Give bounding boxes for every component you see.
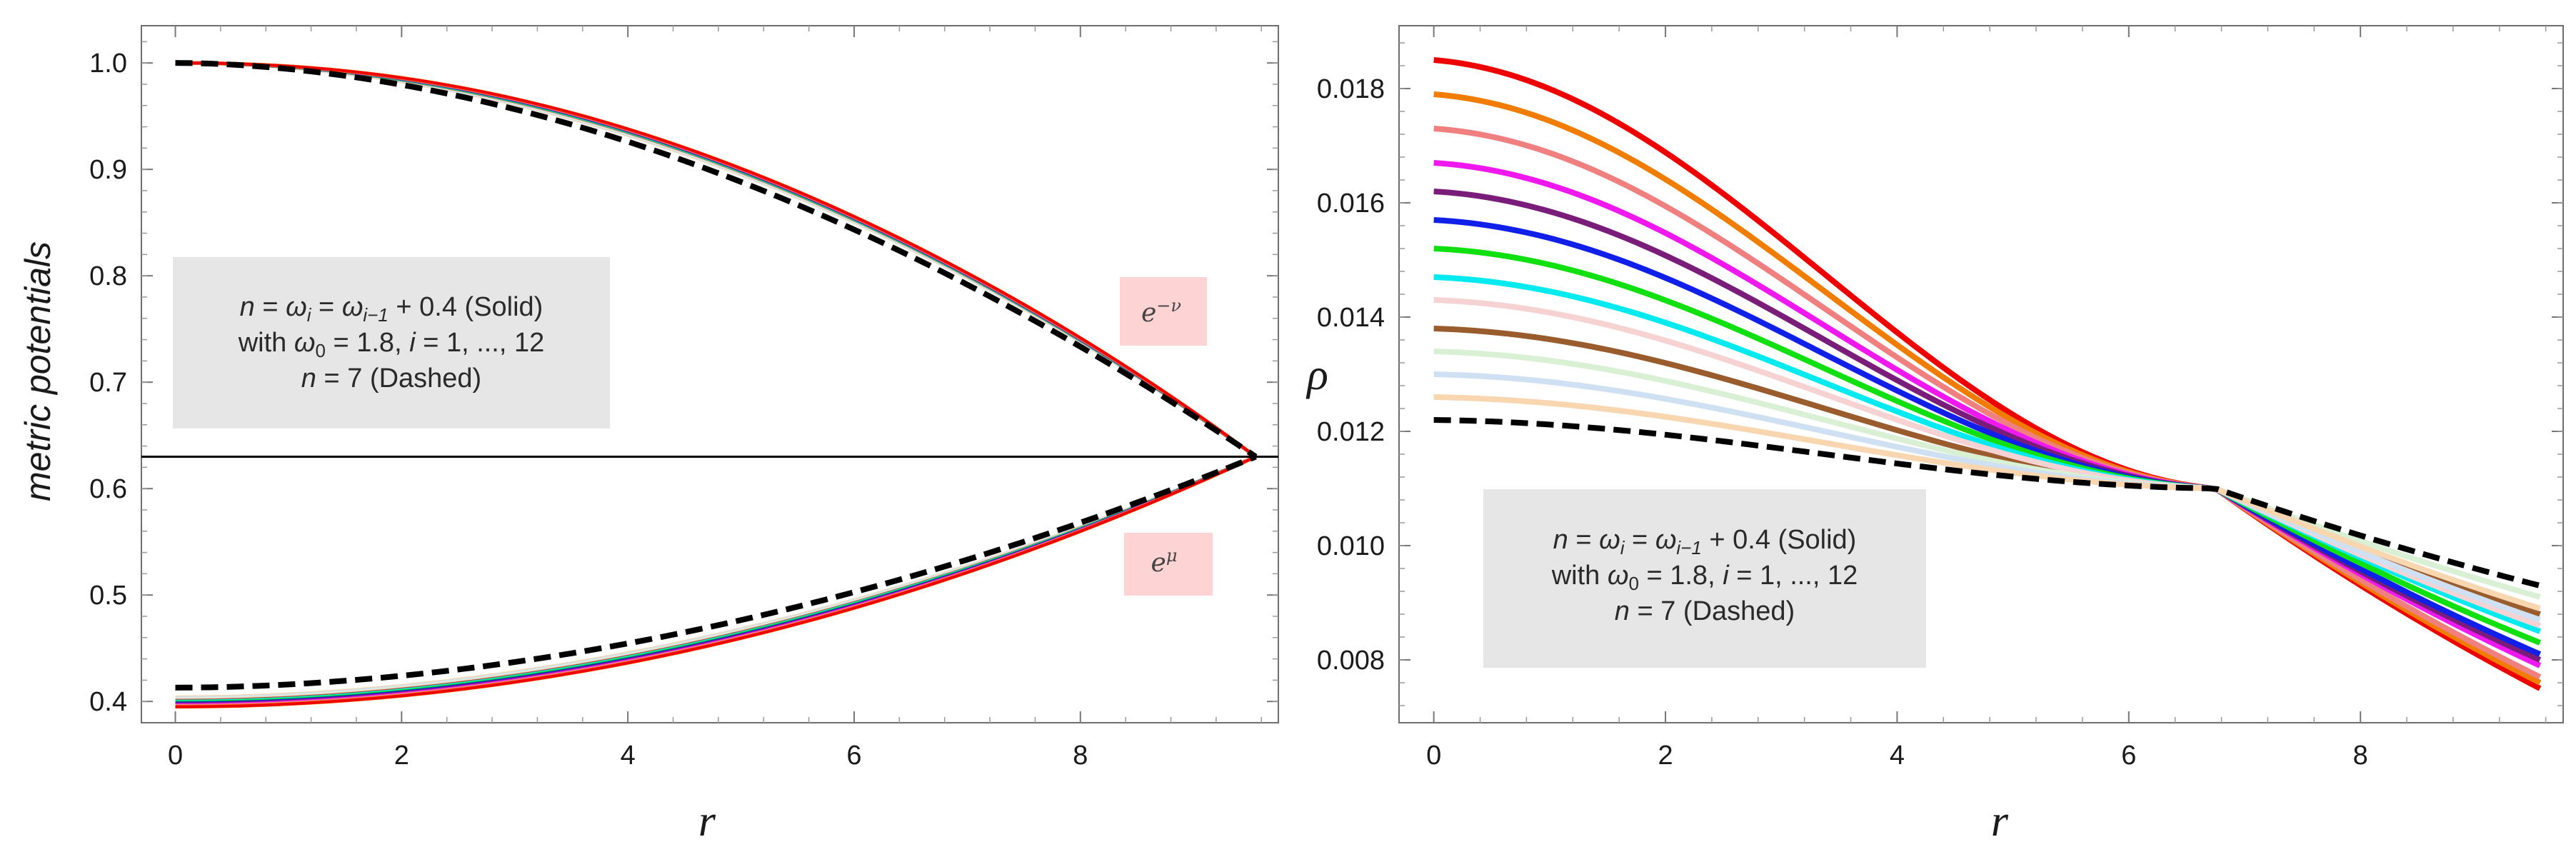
left-chart-panel: 0 2 4 6 8 0.4 0.5 0.6 0.7 0.8 0.9 1.0 n = ωi = ωi−1… bbox=[18, 25, 1279, 846]
rho-solid-curve bbox=[1433, 349, 2541, 600]
left-y-tick-label: 0.9 bbox=[89, 155, 127, 185]
left-x-tick-label: 2 bbox=[394, 741, 409, 771]
e-minus-nu-tag-box bbox=[1120, 277, 1207, 346]
right-y-tick-label: 0.016 bbox=[1317, 189, 1385, 219]
left-y-tick-label: 0.4 bbox=[89, 687, 127, 717]
left-legend-line3: n = 7 (Dashed) bbox=[301, 364, 481, 394]
right-x-tick-label: 6 bbox=[2121, 741, 2136, 771]
left-y-tick-label: 0.6 bbox=[89, 474, 127, 504]
left-y-tick-label: 0.8 bbox=[89, 261, 127, 291]
right-legend-box bbox=[1483, 489, 1926, 668]
right-legend-line3: n = 7 (Dashed) bbox=[1615, 596, 1795, 626]
right-x-axis-title: r bbox=[1991, 797, 2009, 846]
left-y-axis-title: metric potentials bbox=[18, 241, 58, 501]
right-legend-line2: with ω0 = 1.8, i = 1, ..., 12 bbox=[1551, 561, 1858, 594]
e-minus-nu-tag: e−ν bbox=[1141, 296, 1181, 328]
left-legend-box bbox=[173, 257, 610, 428]
left-x-tick-label: 0 bbox=[168, 741, 183, 771]
e-minus-nu-red-curve bbox=[175, 61, 1257, 458]
right-chart-panel: 0 2 4 6 8 0.008 0.010 0.012 0.014 0.016 0.018 n = … bbox=[1305, 25, 2564, 846]
right-x-tick-label: 8 bbox=[2353, 741, 2368, 771]
right-ticks: 0 2 4 6 8 0.008 0.010 0.012 0.014 0.016 0.018 bbox=[1317, 26, 2563, 771]
rho-solid-curve bbox=[1433, 371, 2541, 623]
rho-solid-curve bbox=[1433, 394, 2541, 611]
e-minus-nu-dashed-curve bbox=[175, 60, 1258, 459]
left-x-tick-label: 6 bbox=[846, 741, 861, 771]
left-x-tick-label: 8 bbox=[1073, 741, 1088, 771]
left-y-tick-label: 1.0 bbox=[89, 49, 127, 79]
right-y-tick-label: 0.012 bbox=[1317, 417, 1385, 447]
right-y-tick-label: 0.018 bbox=[1317, 74, 1385, 104]
right-legend-line1: n = ωi = ωi−1 + 0.4 (Solid) bbox=[1553, 525, 1857, 558]
left-x-axis-title: r bbox=[698, 797, 716, 846]
left-y-tick-label: 0.5 bbox=[89, 581, 127, 611]
right-y-axis-title: ρ bbox=[1305, 351, 1328, 399]
rho-solid-curve bbox=[1433, 246, 2542, 646]
e-mu-tag: eμ bbox=[1151, 546, 1178, 578]
left-curves bbox=[175, 60, 1258, 709]
right-x-tick-label: 4 bbox=[1890, 741, 1905, 771]
right-y-tick-label: 0.010 bbox=[1317, 531, 1385, 561]
rho-solid-curve bbox=[1433, 217, 2542, 657]
right-y-tick-label: 0.014 bbox=[1317, 303, 1385, 333]
left-legend-line1: n = ωi = ωi−1 + 0.4 (Solid) bbox=[240, 292, 543, 326]
left-legend-line2: with ω0 = 1.8, i = 1, ..., 12 bbox=[238, 328, 545, 361]
right-curves bbox=[1433, 57, 2542, 691]
rho-solid-curve bbox=[1433, 126, 2542, 680]
e-mu-tag-box bbox=[1124, 533, 1213, 596]
left-ticks: 0 2 4 6 8 0.4 0.5 0.6 0.7 0.8 0.9 1.0 bbox=[89, 26, 1278, 771]
right-y-tick-label: 0.008 bbox=[1317, 646, 1385, 676]
e-mu-dashed-curve bbox=[175, 453, 1257, 691]
rho-dashed-curve bbox=[1433, 417, 2541, 588]
e-mu-red-curve bbox=[175, 455, 1257, 708]
left-y-tick-label: 0.7 bbox=[89, 368, 127, 398]
left-x-tick-label: 4 bbox=[621, 741, 636, 771]
right-x-tick-label: 2 bbox=[1658, 741, 1673, 771]
right-x-tick-label: 0 bbox=[1426, 741, 1441, 771]
